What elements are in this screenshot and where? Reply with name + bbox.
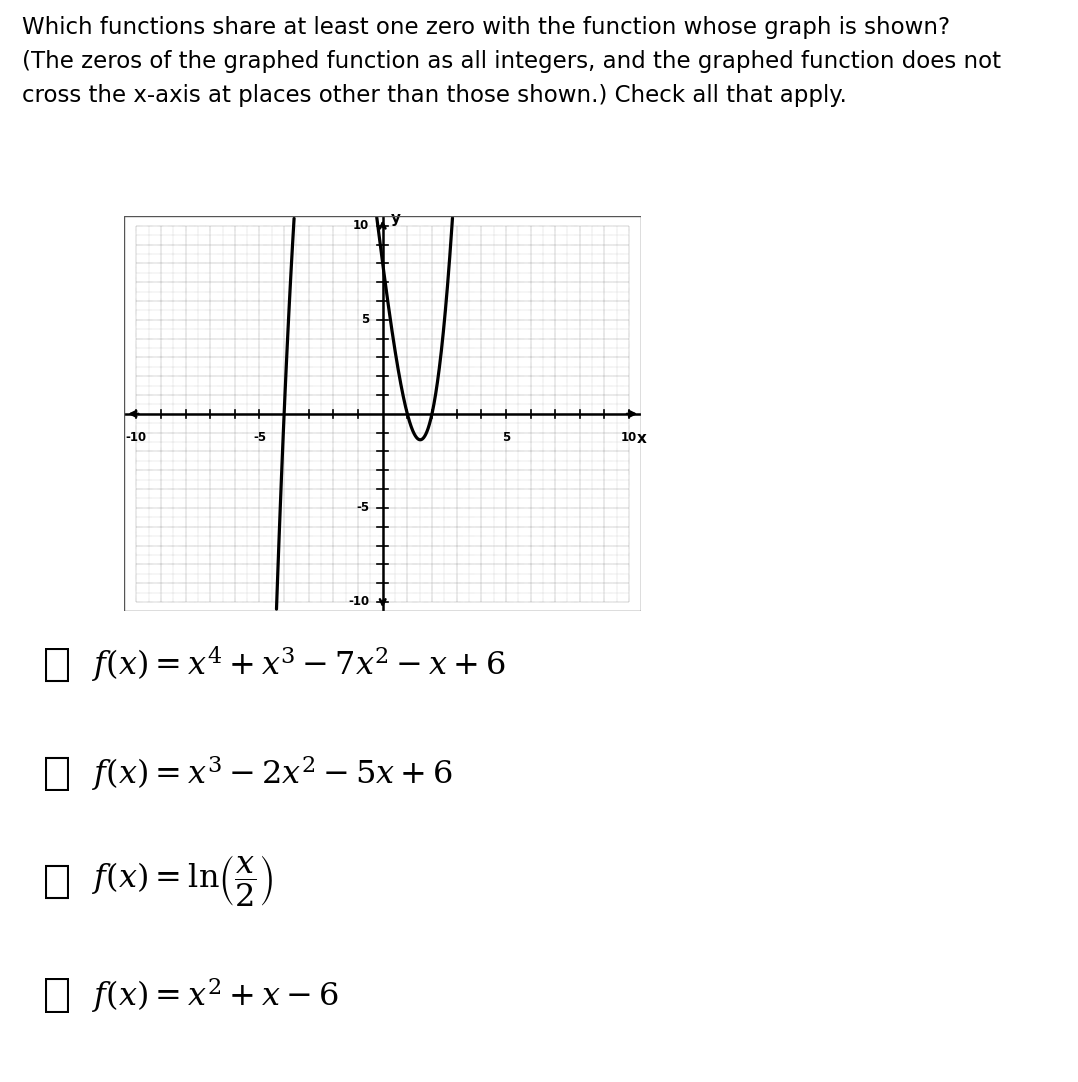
Text: x: x bbox=[636, 431, 647, 446]
Text: 10: 10 bbox=[621, 431, 637, 444]
Text: 5: 5 bbox=[361, 314, 369, 327]
Text: y: y bbox=[391, 211, 401, 226]
Text: $f(x) = x^2 + x - 6$: $f(x) = x^2 + x - 6$ bbox=[92, 976, 338, 1015]
Text: -5: -5 bbox=[253, 431, 266, 444]
Text: 10: 10 bbox=[353, 220, 369, 233]
Text: -10: -10 bbox=[348, 595, 369, 608]
Text: $f(x) = x^3 - 2x^2 - 5x + 6$: $f(x) = x^3 - 2x^2 - 5x + 6$ bbox=[92, 754, 453, 793]
Text: $f(x) = \ln\!\left(\dfrac{x}{2}\right)$: $f(x) = \ln\!\left(\dfrac{x}{2}\right)$ bbox=[92, 855, 273, 909]
Text: -5: -5 bbox=[356, 501, 369, 514]
Text: -10: -10 bbox=[126, 431, 147, 444]
Text: Which functions share at least one zero with the function whose graph is shown?
: Which functions share at least one zero … bbox=[22, 16, 1000, 107]
Text: 5: 5 bbox=[501, 431, 510, 444]
Text: $f(x) = x^4 + x^3 - 7x^2 - x + 6$: $f(x) = x^4 + x^3 - 7x^2 - x + 6$ bbox=[92, 645, 506, 686]
